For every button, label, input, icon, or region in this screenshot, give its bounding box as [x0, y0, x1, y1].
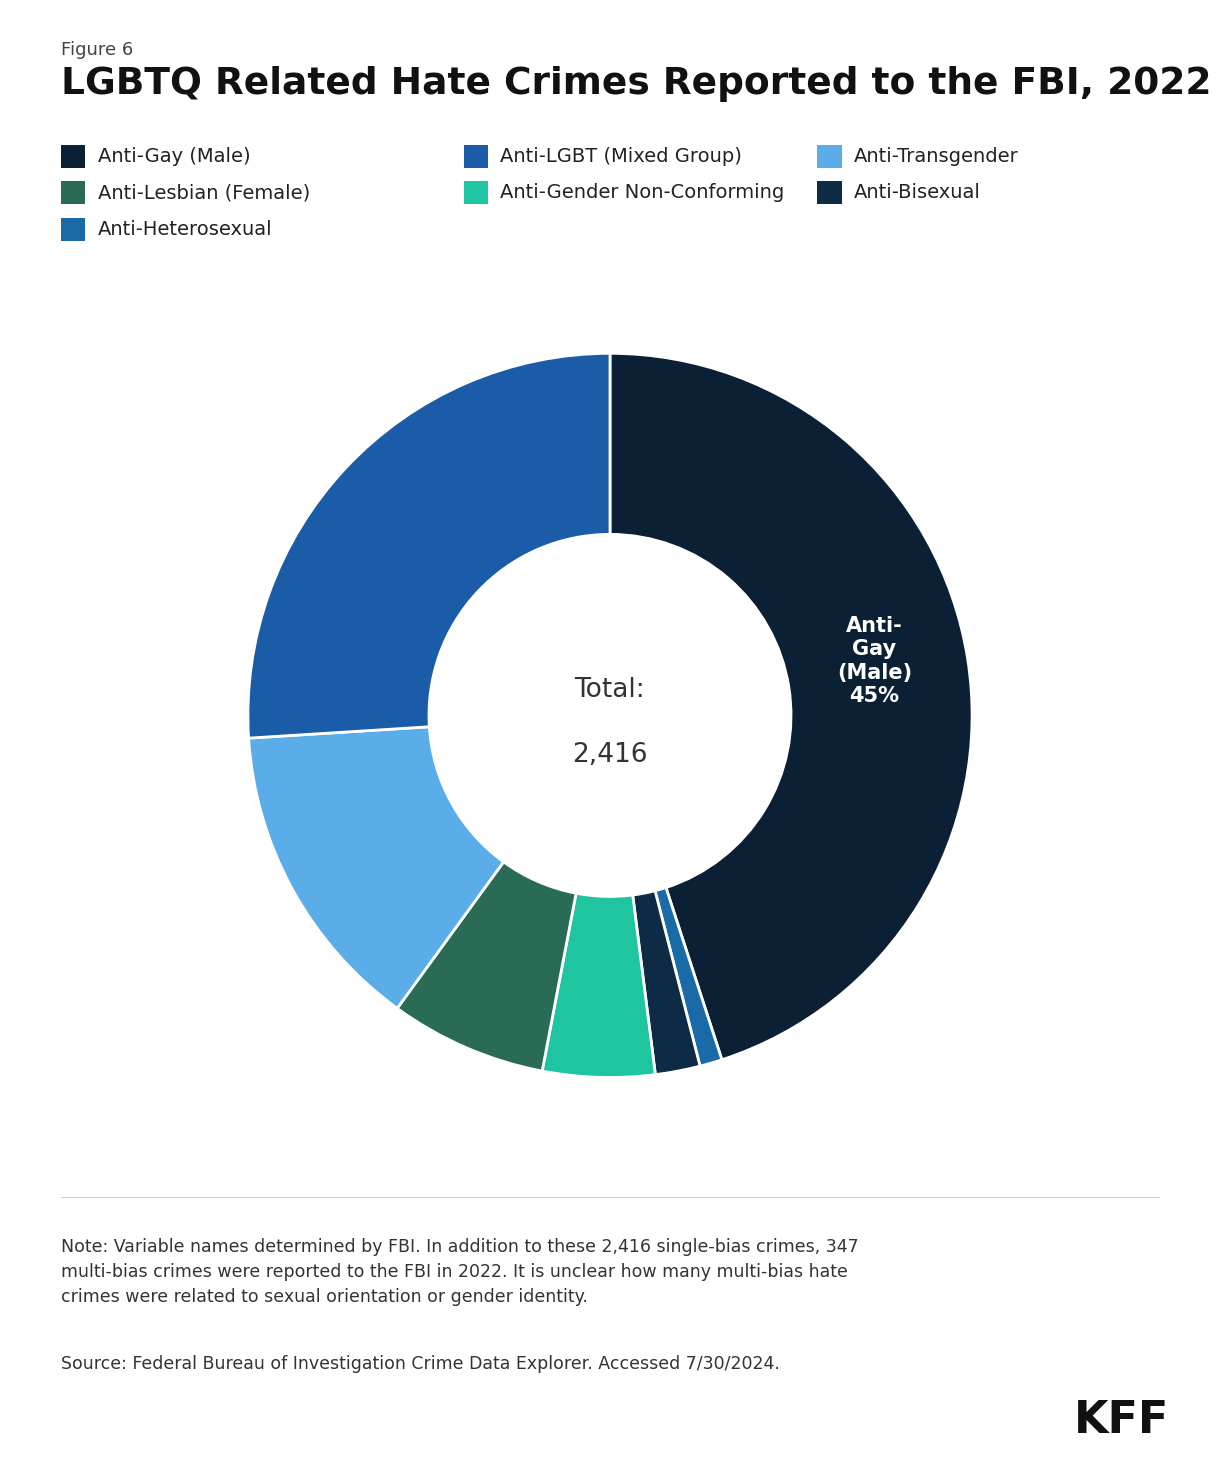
Wedge shape: [248, 353, 610, 739]
Text: Anti-Heterosexual: Anti-Heterosexual: [98, 219, 272, 239]
Circle shape: [429, 534, 791, 896]
Wedge shape: [398, 861, 576, 1072]
Wedge shape: [249, 727, 504, 1009]
Wedge shape: [610, 353, 972, 1060]
Text: Anti-Lesbian (Female): Anti-Lesbian (Female): [98, 182, 310, 203]
Text: KFF: KFF: [1074, 1399, 1169, 1441]
Text: LGBTQ Related Hate Crimes Reported to the FBI, 2022: LGBTQ Related Hate Crimes Reported to th…: [61, 66, 1211, 102]
Wedge shape: [542, 894, 655, 1077]
Text: Anti-LGBT (Mixed Group): Anti-LGBT (Mixed Group): [500, 146, 742, 166]
Text: Source: Federal Bureau of Investigation Crime Data Explorer. Accessed 7/30/2024.: Source: Federal Bureau of Investigation …: [61, 1355, 780, 1372]
Text: Anti-Gay (Male): Anti-Gay (Male): [98, 146, 250, 166]
Wedge shape: [655, 888, 722, 1066]
Text: Anti-Transgender: Anti-Transgender: [854, 146, 1019, 166]
Text: Anti-
Gay
(Male)
45%: Anti- Gay (Male) 45%: [837, 616, 911, 705]
Text: Figure 6: Figure 6: [61, 41, 133, 58]
Text: Note: Variable names determined by FBI. In addition to these 2,416 single-bias c: Note: Variable names determined by FBI. …: [61, 1238, 859, 1307]
Text: Anti-Gender Non-Conforming: Anti-Gender Non-Conforming: [500, 182, 784, 203]
Wedge shape: [633, 891, 700, 1075]
Text: Total:: Total:: [575, 677, 645, 704]
Text: Anti-Bisexual: Anti-Bisexual: [854, 182, 981, 203]
Text: 2,416: 2,416: [572, 742, 648, 768]
